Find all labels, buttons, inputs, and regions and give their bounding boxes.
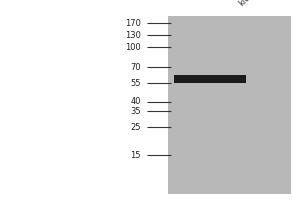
- Text: Mouse
kidney: Mouse kidney: [230, 0, 263, 8]
- Bar: [174, 75, 246, 83]
- Text: 130: 130: [125, 30, 141, 40]
- Bar: [168, 16, 291, 194]
- Text: 35: 35: [130, 107, 141, 116]
- Text: 70: 70: [130, 62, 141, 72]
- Text: 55: 55: [130, 78, 141, 88]
- Text: 100: 100: [125, 43, 141, 51]
- Text: 170: 170: [125, 19, 141, 27]
- Text: 40: 40: [130, 98, 141, 106]
- Text: 25: 25: [130, 122, 141, 132]
- Text: 15: 15: [130, 150, 141, 160]
